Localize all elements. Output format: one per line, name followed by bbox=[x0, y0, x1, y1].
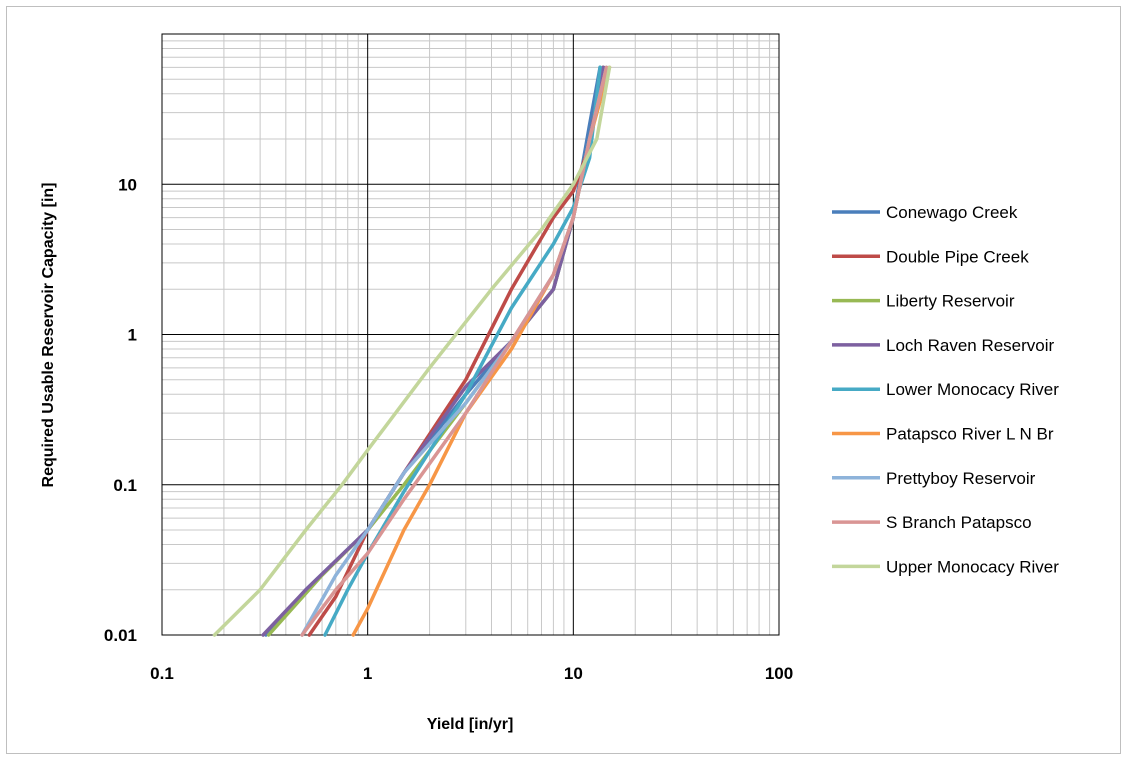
series-layer bbox=[212, 65, 612, 637]
x-tick-label: 0.1 bbox=[150, 664, 174, 683]
y-tick-label: 0.01 bbox=[104, 626, 137, 645]
legend-label: Lower Monocacy River bbox=[886, 380, 1059, 399]
legend-label: Patapsco River L N Br bbox=[886, 425, 1054, 444]
series-line bbox=[212, 65, 612, 637]
major-grid bbox=[162, 34, 779, 635]
x-tick-label: 10 bbox=[564, 664, 583, 683]
y-tick-label: 0.1 bbox=[113, 476, 137, 495]
y-tick-label: 10 bbox=[118, 175, 137, 194]
y-axis-title: Required Usable Reservoir Capacity [in] bbox=[40, 183, 57, 488]
legend-label: Double Pipe Creek bbox=[886, 247, 1029, 266]
legend-label: Liberty Reservoir bbox=[886, 292, 1015, 311]
legend-label: Loch Raven Reservoir bbox=[886, 336, 1055, 355]
legend-label: Upper Monocacy River bbox=[886, 557, 1059, 576]
x-axis-title: Yield [in/yr] bbox=[427, 716, 514, 733]
legend: Conewago Creek Double Pipe Creek Liberty R… bbox=[832, 203, 1059, 576]
legend-label: Prettyboy Reservoir bbox=[886, 469, 1036, 488]
x-tick-label: 100 bbox=[765, 664, 793, 683]
y-tick-label: 1 bbox=[128, 326, 137, 345]
x-tick-labels: 0.1 1 10 100 bbox=[150, 664, 793, 683]
x-tick-label: 1 bbox=[363, 664, 372, 683]
y-tick-labels: 0.01 0.1 1 10 bbox=[104, 175, 137, 645]
legend-label: Conewago Creek bbox=[886, 203, 1018, 222]
plot-area-border bbox=[161, 33, 780, 636]
legend-label: S Branch Patapsco bbox=[886, 513, 1032, 532]
series-line bbox=[300, 65, 609, 637]
